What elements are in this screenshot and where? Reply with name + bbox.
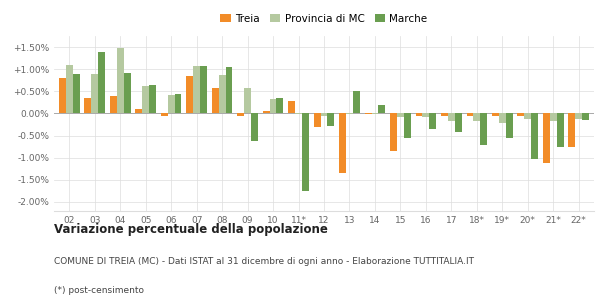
Bar (397, 113, 404, 117)
Bar (448, 113, 455, 122)
Bar (441, 113, 448, 116)
Bar (200, 66, 207, 113)
Bar (568, 113, 575, 147)
Bar (193, 66, 200, 113)
Bar (269, 99, 277, 113)
Bar (430, 113, 436, 129)
Legend: Treia, Provincia di MC, Marche: Treia, Provincia di MC, Marche (216, 10, 432, 28)
Bar (314, 113, 320, 127)
Bar (492, 113, 499, 116)
Bar (550, 113, 557, 122)
Bar (136, 109, 142, 113)
Bar (218, 75, 226, 113)
Bar (582, 113, 589, 120)
Bar (161, 113, 168, 116)
Bar (353, 91, 360, 113)
Bar (168, 95, 175, 113)
Bar (117, 48, 124, 113)
Bar (531, 113, 538, 159)
Bar (371, 113, 379, 114)
Bar (422, 113, 430, 117)
Bar (517, 113, 524, 116)
Bar (124, 73, 131, 113)
Bar (277, 98, 283, 113)
Bar (320, 113, 328, 116)
Bar (244, 88, 251, 113)
Bar (506, 113, 512, 138)
Bar (524, 113, 531, 119)
Text: Variazione percentuale della popolazione: Variazione percentuale della popolazione (54, 223, 328, 236)
Bar (59, 78, 66, 113)
Bar (212, 88, 218, 113)
Bar (346, 113, 353, 114)
Bar (149, 85, 156, 113)
Bar (98, 52, 105, 113)
Bar (575, 113, 582, 119)
Bar (473, 113, 480, 122)
Bar (226, 68, 232, 113)
Bar (365, 113, 371, 114)
Bar (339, 113, 346, 173)
Bar (480, 113, 487, 145)
Bar (390, 113, 397, 151)
Bar (91, 74, 98, 113)
Bar (110, 96, 117, 113)
Bar (142, 86, 149, 113)
Bar (295, 113, 302, 114)
Bar (302, 113, 309, 191)
Bar (499, 113, 506, 123)
Bar (263, 111, 269, 113)
Bar (416, 113, 422, 116)
Bar (455, 113, 461, 132)
Bar (73, 74, 80, 113)
Bar (557, 113, 563, 147)
Bar (251, 113, 258, 141)
Text: (*) post-censimento: (*) post-censimento (54, 286, 144, 295)
Bar (379, 106, 385, 113)
Bar (175, 94, 181, 113)
Bar (467, 113, 473, 116)
Bar (66, 65, 73, 113)
Bar (404, 113, 411, 138)
Bar (328, 113, 334, 126)
Bar (187, 76, 193, 113)
Bar (85, 98, 91, 113)
Bar (543, 113, 550, 163)
Bar (288, 101, 295, 113)
Text: COMUNE DI TREIA (MC) - Dati ISTAT al 31 dicembre di ogni anno - Elaborazione TUT: COMUNE DI TREIA (MC) - Dati ISTAT al 31 … (54, 256, 474, 266)
Bar (237, 113, 244, 116)
